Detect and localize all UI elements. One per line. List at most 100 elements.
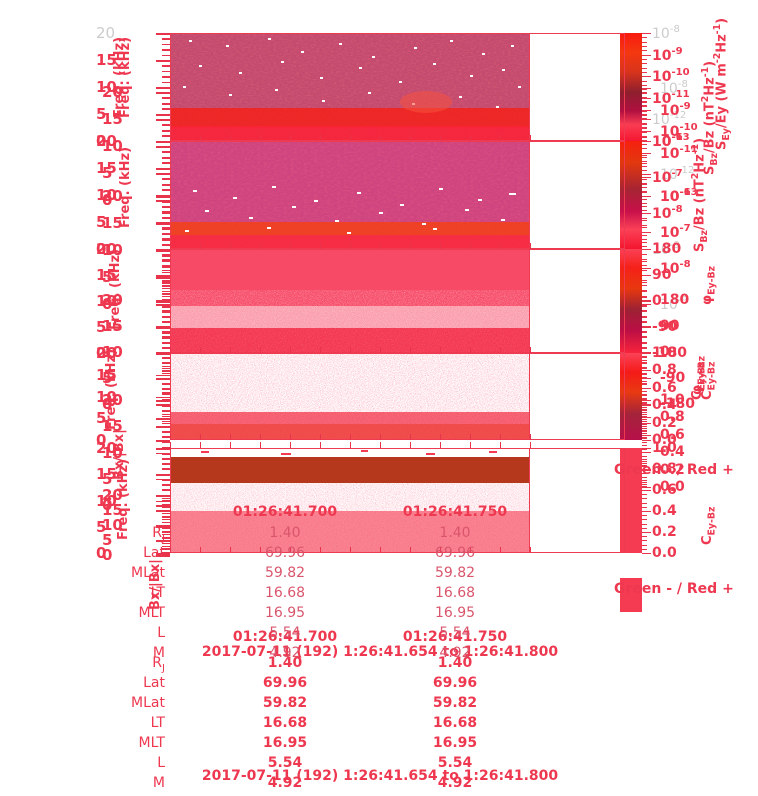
colorbar-minor-tick bbox=[642, 84, 647, 86]
colorbar-tick-label: 180 bbox=[652, 241, 682, 257]
y-tick bbox=[156, 374, 170, 377]
y-minor-tick bbox=[162, 200, 170, 202]
y-tick-label: 10 bbox=[102, 516, 123, 534]
y-tick-label: 15 bbox=[96, 51, 117, 69]
colorbar-tick-label: 10-7 bbox=[660, 223, 691, 241]
x-tick bbox=[440, 347, 442, 353]
colorbar-tick bbox=[642, 152, 651, 154]
colorbar-minor-tick bbox=[642, 372, 647, 374]
colorbar-tick bbox=[642, 54, 651, 56]
colorbar-tick bbox=[642, 213, 651, 214]
y-tick bbox=[156, 448, 170, 450]
colorbar-tick bbox=[642, 327, 651, 328]
y-minor-tick bbox=[162, 499, 170, 502]
y-minor-tick bbox=[162, 49, 170, 51]
y-tick-label: 0 bbox=[96, 240, 107, 258]
colorbar-tick-label: 10-6 bbox=[660, 187, 691, 205]
axis-frame-4 bbox=[170, 353, 625, 440]
x-tick bbox=[470, 442, 472, 448]
colorbar-tick-label: 10-11 bbox=[660, 143, 698, 162]
y-tick-label: 15 bbox=[96, 465, 117, 484]
y-minor-tick bbox=[162, 232, 170, 235]
x-tick bbox=[410, 347, 412, 353]
y-minor-tick bbox=[162, 321, 170, 324]
figure-caption: 2017-07-11 (192) 1:26:41.654 to 1:26:41.… bbox=[201, 768, 559, 784]
colorbar-minor-tick bbox=[642, 427, 647, 429]
colorbar-minor-tick bbox=[642, 393, 647, 395]
colorbar-minor-tick bbox=[642, 346, 647, 348]
colorbar-minor-tick bbox=[642, 366, 647, 368]
ephemeris-label-m: M bbox=[152, 645, 165, 661]
y-tick-label: 5 bbox=[96, 213, 107, 231]
y-minor-tick bbox=[162, 342, 170, 344]
colorbar-tick-label: 10-12 bbox=[652, 110, 687, 129]
colorbar-tick bbox=[642, 131, 651, 133]
x-tick bbox=[350, 347, 352, 353]
x-tick bbox=[410, 442, 412, 448]
y-tick-label: 15 bbox=[96, 266, 117, 284]
y-tick-label: 5 bbox=[102, 369, 113, 387]
y-minor-tick bbox=[162, 387, 170, 390]
y-tick bbox=[156, 396, 170, 399]
colorbar-tick-label: 10-11 bbox=[652, 88, 690, 107]
colorbar-minor-tick bbox=[642, 96, 647, 98]
colorbar-minor-tick bbox=[642, 239, 647, 241]
y-tick-label: 10 bbox=[96, 78, 117, 96]
y-minor-tick bbox=[162, 260, 170, 263]
colorbar-tick-label: -90 bbox=[660, 370, 686, 386]
x-tick bbox=[440, 243, 442, 249]
colorbar-minor-tick bbox=[642, 412, 647, 414]
x-tick bbox=[290, 547, 292, 553]
colorbar-minor-tick bbox=[642, 58, 647, 60]
colorbar-minor-tick bbox=[642, 246, 647, 248]
colorbar-minor-tick bbox=[642, 380, 647, 382]
colorbar-minor-tick bbox=[642, 217, 647, 219]
colorbar-title-coh-3: CEy-Bz bbox=[700, 506, 718, 545]
colorbar-tick-label: -180 bbox=[660, 396, 696, 412]
colorbar-minor-tick bbox=[642, 436, 647, 438]
colorbar-sbz bbox=[620, 141, 642, 249]
y-tick-label: 20 bbox=[96, 132, 117, 150]
colorbar-minor-tick bbox=[642, 128, 647, 130]
colorbar-minor-tick bbox=[642, 540, 647, 542]
y-minor-tick bbox=[162, 282, 170, 284]
ephemeris-value: 5.54 bbox=[439, 625, 471, 641]
colorbar-minor-tick bbox=[642, 220, 647, 222]
y-minor-tick bbox=[162, 316, 170, 318]
y-minor-tick bbox=[162, 537, 170, 539]
y-minor-tick bbox=[162, 293, 170, 295]
colorbar-tick bbox=[642, 300, 651, 301]
x-tick bbox=[320, 135, 322, 141]
x-tick bbox=[200, 442, 202, 448]
y-minor-tick bbox=[162, 264, 170, 266]
y-tick bbox=[156, 426, 170, 428]
colorbar-tick bbox=[642, 553, 651, 554]
ephemeris-label-l: L bbox=[157, 625, 165, 641]
x-tick bbox=[260, 347, 262, 353]
colorbar-tick-label: 1.0 bbox=[652, 440, 677, 456]
x-tick bbox=[470, 135, 472, 141]
y-tick-label: 5 bbox=[102, 531, 113, 549]
colorbar-tick bbox=[642, 275, 651, 276]
colorbar-minor-tick bbox=[642, 210, 647, 212]
y-tick bbox=[156, 440, 170, 442]
panel-poynting-flux-spectrogram bbox=[170, 448, 530, 553]
y-minor-tick bbox=[162, 227, 170, 229]
y-tick bbox=[156, 510, 170, 512]
y-minor-tick bbox=[162, 501, 170, 503]
colorbar-tick-label: 0.0 bbox=[660, 479, 685, 495]
ephemeris-value: 16.68 bbox=[262, 715, 308, 731]
x-tick bbox=[530, 243, 532, 249]
y-minor-tick bbox=[162, 266, 170, 268]
y-minor-tick bbox=[162, 370, 170, 372]
ephemeris-value: 5.54 bbox=[437, 755, 473, 771]
y-minor-tick bbox=[162, 244, 170, 246]
y-tick-label: 5 bbox=[96, 409, 107, 428]
x-tick bbox=[200, 434, 202, 440]
y-minor-tick bbox=[162, 436, 170, 439]
colorbar-minor-tick bbox=[642, 93, 647, 95]
colorbar-tick-label: 10-8 bbox=[652, 24, 680, 42]
y-minor-tick bbox=[162, 295, 170, 298]
colorbar-sey bbox=[620, 33, 642, 141]
y-tick bbox=[156, 277, 170, 279]
